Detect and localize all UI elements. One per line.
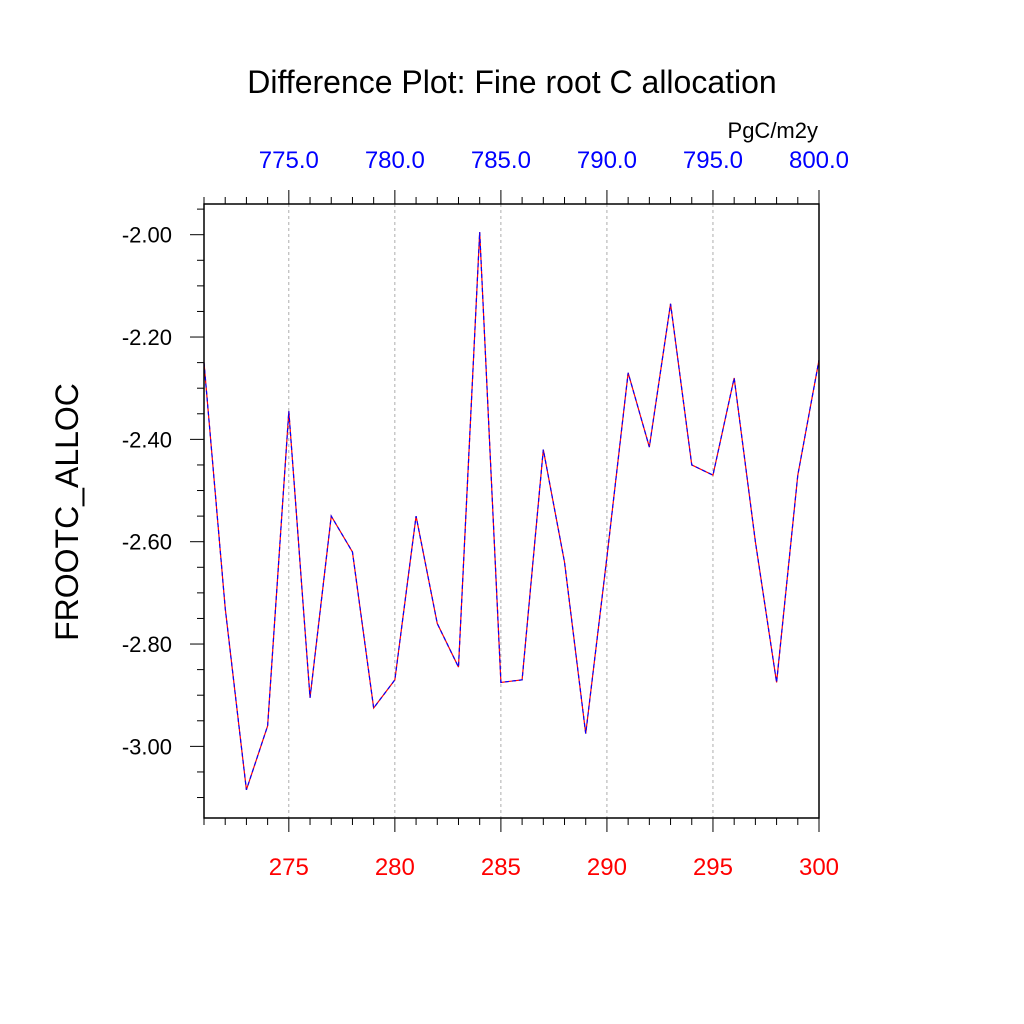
y-tick-label: -2.60: [122, 530, 172, 555]
x-bottom-tick-label: 295: [693, 854, 733, 881]
y-tick-label: -2.20: [122, 325, 172, 350]
y-tick-label: -2.80: [122, 632, 172, 657]
units-label: PgC/m2y: [728, 118, 818, 143]
x-bottom-tick-label: 300: [799, 854, 839, 881]
tick-labels: 275 280 285 290 295 300 775.0 780.0 785.0 790.0 79…: [122, 147, 849, 881]
x-bottom-tick-label: 275: [269, 854, 309, 881]
plot-frame: [203, 203, 820, 819]
data-series: [203, 232, 820, 791]
x-top-tick-label: 775.0: [259, 147, 319, 174]
x-top-tick-label: 790.0: [577, 147, 637, 174]
y-tick-label: -3.00: [122, 734, 172, 759]
x-bottom-tick-label: 290: [587, 854, 627, 881]
vertical-grid-lines: [288, 204, 714, 818]
x-top-tick-label: 785.0: [471, 147, 531, 174]
x-bottom-tick-label: 280: [375, 854, 415, 881]
y-tick-label: -2.00: [122, 223, 172, 248]
y-axis-label: FROOTC_ALLOC: [49, 383, 85, 641]
y-tick-label: -2.40: [122, 427, 172, 452]
x-top-tick-label: 795.0: [683, 147, 743, 174]
x-top-tick-label: 780.0: [365, 147, 425, 174]
chart-title: Difference Plot: Fine root C allocation: [247, 64, 776, 100]
series-line-blue: [203, 232, 820, 791]
axis-ticks: [190, 190, 820, 832]
x-top-tick-label: 800.0: [789, 147, 849, 174]
x-bottom-tick-label: 285: [481, 854, 521, 881]
